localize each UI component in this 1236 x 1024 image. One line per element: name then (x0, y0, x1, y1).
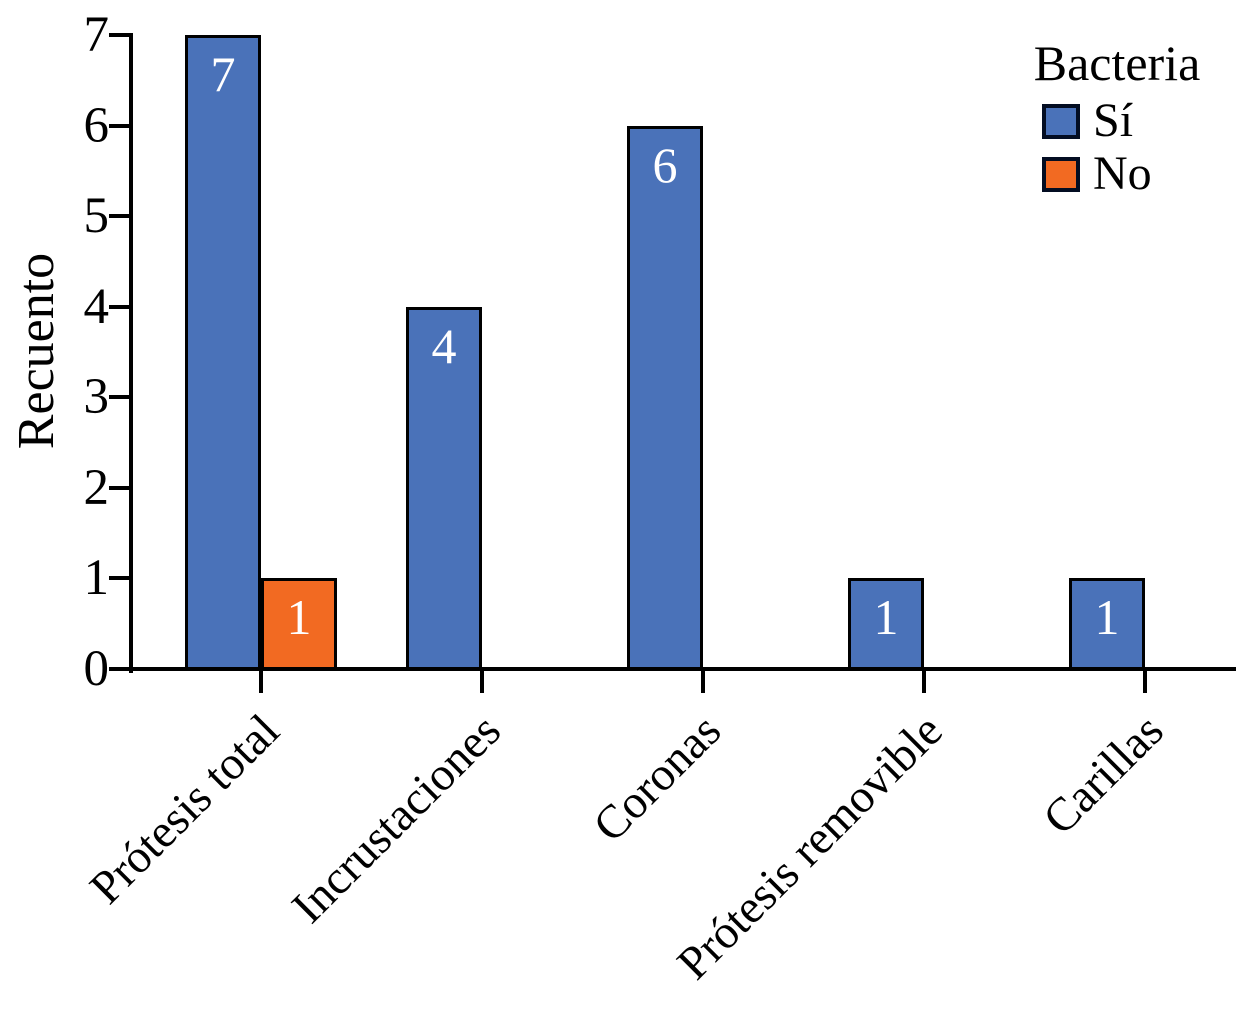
y-tick-label: 2 (83, 459, 110, 516)
y-tick (109, 395, 129, 400)
bar-si-protesis-total (185, 35, 261, 671)
bar-value-label: 1 (873, 589, 899, 646)
y-axis-line (129, 33, 133, 673)
x-tick-label-protesis-total: Prótesis total (79, 704, 290, 915)
legend-item-si: Sí (1042, 97, 1222, 145)
x-tick (480, 671, 484, 693)
bar-value-label: 6 (652, 136, 678, 193)
legend: Bacteria Sí No (1012, 34, 1222, 198)
x-tick-label-incrustaciones: Incrustaciones (281, 704, 511, 934)
legend-title: Bacteria (1033, 35, 1201, 91)
y-tick-label: 7 (83, 7, 110, 63)
y-tick (109, 667, 129, 671)
bar-si-incrustaciones (406, 306, 482, 671)
x-tick (1143, 671, 1147, 693)
y-tick-label: 3 (83, 369, 110, 426)
x-tick-label-coronas: Coronas (583, 704, 732, 853)
legend-items: Sí No (1012, 97, 1222, 198)
legend-item-no: No (1042, 150, 1222, 198)
bar-value-label: 7 (210, 46, 236, 102)
x-axis-line (129, 667, 1236, 671)
y-tick (109, 33, 129, 37)
legend-swatch-no (1042, 156, 1080, 192)
legend-label-no: No (1093, 147, 1152, 200)
y-tick (109, 485, 129, 490)
y-tick-label: 5 (83, 188, 110, 245)
x-tick-label-carillas: Carillas (1033, 704, 1174, 845)
y-tick-label: 4 (83, 278, 110, 335)
bar-si-coronas (627, 125, 703, 671)
y-tick-label: 0 (83, 641, 110, 697)
bar-si-protesis-removible (848, 578, 924, 671)
legend-label-si: Sí (1093, 94, 1134, 147)
bar-value-label: 4 (431, 317, 457, 374)
x-tick (259, 671, 263, 693)
y-tick (109, 123, 129, 128)
bar-si-carillas (1069, 578, 1145, 671)
legend-swatch-si (1042, 103, 1080, 139)
bar-value-label: 1 (286, 589, 312, 646)
y-tick (109, 214, 129, 219)
y-tick (109, 576, 129, 581)
bar-value-label: 1 (1094, 589, 1120, 646)
y-tick (109, 304, 129, 309)
y-tick-label: 1 (83, 550, 110, 607)
x-tick (701, 671, 705, 693)
y-tick-label: 6 (83, 97, 110, 154)
x-tick (922, 671, 926, 693)
y-axis-title: Recuento (8, 252, 65, 450)
